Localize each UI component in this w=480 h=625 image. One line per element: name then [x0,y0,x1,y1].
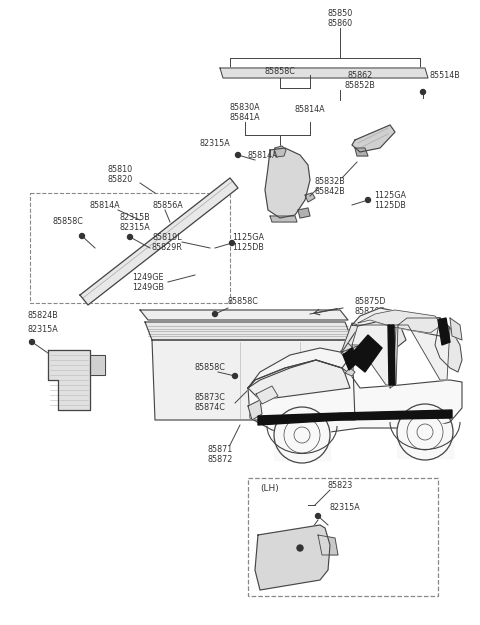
Polygon shape [248,360,462,436]
Circle shape [128,234,132,239]
Text: 1249GE: 1249GE [132,274,164,282]
Polygon shape [255,525,330,590]
Text: 85850: 85850 [327,9,353,19]
Circle shape [236,152,240,158]
Text: 85842B: 85842B [314,188,346,196]
Circle shape [365,198,371,202]
Polygon shape [270,216,297,222]
Text: 85820: 85820 [108,176,132,184]
Polygon shape [355,148,368,156]
Text: 85829R: 85829R [152,244,182,252]
Text: 85832B: 85832B [314,177,346,186]
Text: 85862: 85862 [348,71,372,81]
Text: 85874C: 85874C [194,404,226,412]
Polygon shape [48,350,90,410]
Text: 85814A: 85814A [248,151,278,159]
Polygon shape [342,343,354,358]
Text: 85858C: 85858C [53,217,84,226]
Circle shape [315,514,321,519]
Polygon shape [274,146,286,157]
Polygon shape [248,348,348,388]
Polygon shape [256,386,278,404]
Polygon shape [152,340,355,420]
Polygon shape [352,308,450,336]
Text: 85871: 85871 [207,446,233,454]
Circle shape [420,89,425,94]
Polygon shape [274,428,330,460]
Text: 85852B: 85852B [345,81,375,91]
Polygon shape [450,318,462,340]
Bar [248,478,438,596]
Polygon shape [398,318,450,380]
Circle shape [229,241,235,246]
Polygon shape [248,400,262,420]
Text: 85824B: 85824B [28,311,59,321]
Text: 85810: 85810 [108,166,132,174]
Polygon shape [258,413,340,425]
Text: 82315A: 82315A [330,503,360,511]
Polygon shape [248,360,350,400]
Polygon shape [318,535,338,555]
Circle shape [232,374,238,379]
Polygon shape [340,323,358,352]
Text: 85875D: 85875D [354,298,386,306]
Polygon shape [388,325,395,385]
Polygon shape [358,310,442,333]
Text: 1125GA: 1125GA [374,191,406,199]
Polygon shape [352,325,396,385]
Polygon shape [145,322,352,340]
Text: 85814A: 85814A [90,201,120,209]
Text: 85514B: 85514B [430,71,461,81]
Bar [30,193,230,303]
Text: 85872: 85872 [207,456,233,464]
Polygon shape [265,148,310,218]
Text: 82315A: 82315A [120,224,150,232]
Polygon shape [438,318,450,345]
Polygon shape [348,335,382,372]
Polygon shape [390,325,398,388]
Polygon shape [352,125,395,152]
Text: 85860: 85860 [327,19,353,29]
Polygon shape [298,208,310,218]
Text: 1249GB: 1249GB [132,284,164,292]
Polygon shape [435,318,462,372]
Text: 85830A: 85830A [230,104,260,112]
Text: 82315A: 82315A [28,326,59,334]
Text: 85876D: 85876D [354,308,386,316]
Text: 1125DB: 1125DB [374,201,406,209]
Text: 85814A: 85814A [295,106,325,114]
Text: 85856A: 85856A [153,201,183,209]
Text: 85858C: 85858C [194,364,226,372]
Text: 82315A: 82315A [200,139,230,148]
Circle shape [80,234,84,239]
Polygon shape [140,310,348,320]
Text: 85873C: 85873C [194,394,226,402]
Polygon shape [305,193,315,202]
Text: 85841A: 85841A [230,114,260,122]
Text: 82315B: 82315B [120,214,150,222]
Text: 85858C: 85858C [228,298,258,306]
Polygon shape [340,410,452,420]
Text: 85819L: 85819L [152,234,182,242]
Circle shape [213,311,217,316]
Polygon shape [343,348,358,370]
Polygon shape [397,424,453,458]
Circle shape [297,545,303,551]
Text: (LH): (LH) [261,484,279,492]
Text: 85823: 85823 [327,481,353,489]
Polygon shape [220,68,428,78]
Circle shape [29,339,35,344]
Text: 1125GA: 1125GA [232,234,264,242]
Polygon shape [80,178,238,305]
Polygon shape [90,355,105,375]
Text: 1125DB: 1125DB [232,244,264,252]
Text: 85858C: 85858C [264,68,295,76]
Polygon shape [342,318,406,352]
Polygon shape [345,368,355,376]
